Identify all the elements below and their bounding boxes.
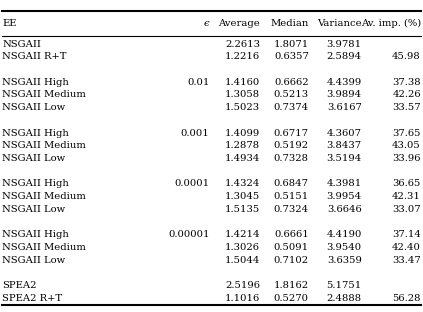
Text: 36.65: 36.65 [393,179,421,188]
Text: 56.28: 56.28 [393,294,421,303]
Text: NSGAII: NSGAII [2,40,41,49]
Text: 4.4399: 4.4399 [327,78,362,87]
Text: 45.98: 45.98 [392,52,421,61]
Text: 1.4099: 1.4099 [225,129,260,138]
Text: 1.4934: 1.4934 [225,154,260,163]
Text: EE: EE [2,19,16,28]
Text: NSGAII Medium: NSGAII Medium [2,141,86,150]
Text: 1.2216: 1.2216 [225,52,260,61]
Text: 1.5135: 1.5135 [225,205,260,214]
Text: 1.3045: 1.3045 [225,192,260,201]
Text: SPEA2 R+T: SPEA2 R+T [2,294,62,303]
Text: 1.1016: 1.1016 [225,294,260,303]
Text: 2.2613: 2.2613 [225,40,260,49]
Text: NSGAII Low: NSGAII Low [2,103,65,112]
Text: 1.8162: 1.8162 [274,281,309,290]
Text: 1.5023: 1.5023 [225,103,260,112]
Text: 3.6167: 3.6167 [327,103,362,112]
Text: 37.14: 37.14 [392,230,421,239]
Text: NSGAII Medium: NSGAII Medium [2,192,86,201]
Text: 0.0001: 0.0001 [174,179,209,188]
Text: 42.31: 42.31 [392,192,421,201]
Text: 0.6357: 0.6357 [274,52,309,61]
Text: 2.5196: 2.5196 [225,281,260,290]
Text: 3.5194: 3.5194 [327,154,362,163]
Text: 1.4324: 1.4324 [225,179,260,188]
Text: 0.7328: 0.7328 [274,154,309,163]
Text: Average: Average [218,19,260,28]
Text: 3.9781: 3.9781 [327,40,362,49]
Text: 3.6646: 3.6646 [327,205,362,214]
Text: 0.7324: 0.7324 [274,205,309,214]
Text: 0.6662: 0.6662 [274,78,309,87]
Text: 2.4888: 2.4888 [327,294,362,303]
Text: 3.9894: 3.9894 [327,90,362,100]
Text: 42.26: 42.26 [392,90,421,100]
Text: 5.1751: 5.1751 [327,281,362,290]
Text: SPEA2: SPEA2 [2,281,37,290]
Text: NSGAII Medium: NSGAII Medium [2,90,86,100]
Text: 33.47: 33.47 [392,256,421,265]
Text: 0.00001: 0.00001 [168,230,209,239]
Text: NSGAII High: NSGAII High [2,78,69,87]
Text: 33.96: 33.96 [393,154,421,163]
Text: 0.01: 0.01 [187,78,209,87]
Text: 3.9540: 3.9540 [327,243,362,252]
Text: NSGAII Low: NSGAII Low [2,205,65,214]
Text: 0.6661: 0.6661 [274,230,309,239]
Text: 1.2878: 1.2878 [225,141,260,150]
Text: 0.5270: 0.5270 [274,294,309,303]
Text: 3.8437: 3.8437 [327,141,362,150]
Text: 1.4160: 1.4160 [225,78,260,87]
Text: 1.8071: 1.8071 [274,40,309,49]
Text: 37.38: 37.38 [392,78,421,87]
Text: 1.5044: 1.5044 [225,256,260,265]
Text: 1.4214: 1.4214 [225,230,260,239]
Text: 0.7102: 0.7102 [274,256,309,265]
Text: 37.65: 37.65 [393,129,421,138]
Text: NSGAII High: NSGAII High [2,129,69,138]
Text: 0.5213: 0.5213 [274,90,309,100]
Text: Av. imp. (%): Av. imp. (%) [361,19,421,28]
Text: 0.7374: 0.7374 [274,103,309,112]
Text: 1.3026: 1.3026 [225,243,260,252]
Text: 0.001: 0.001 [181,129,209,138]
Text: 33.07: 33.07 [392,205,421,214]
Text: 0.5192: 0.5192 [274,141,309,150]
Text: 43.05: 43.05 [392,141,421,150]
Text: NSGAII Low: NSGAII Low [2,256,65,265]
Text: 2.5894: 2.5894 [327,52,362,61]
Text: 4.3981: 4.3981 [327,179,362,188]
Text: ϵ: ϵ [204,19,209,28]
Text: 0.6847: 0.6847 [274,179,309,188]
Text: 0.5151: 0.5151 [274,192,309,201]
Text: Median: Median [270,19,309,28]
Text: Variance: Variance [317,19,362,28]
Text: 4.3607: 4.3607 [327,129,362,138]
Text: 3.6359: 3.6359 [327,256,362,265]
Text: NSGAII Low: NSGAII Low [2,154,65,163]
Text: 0.5091: 0.5091 [274,243,309,252]
Text: NSGAII High: NSGAII High [2,179,69,188]
Text: 3.9954: 3.9954 [327,192,362,201]
Text: NSGAII High: NSGAII High [2,230,69,239]
Text: NSGAII Medium: NSGAII Medium [2,243,86,252]
Text: 1.3058: 1.3058 [225,90,260,100]
Text: 33.57: 33.57 [392,103,421,112]
Text: 4.4190: 4.4190 [326,230,362,239]
Text: NSGAII R+T: NSGAII R+T [2,52,66,61]
Text: 0.6717: 0.6717 [274,129,309,138]
Text: 42.40: 42.40 [392,243,421,252]
